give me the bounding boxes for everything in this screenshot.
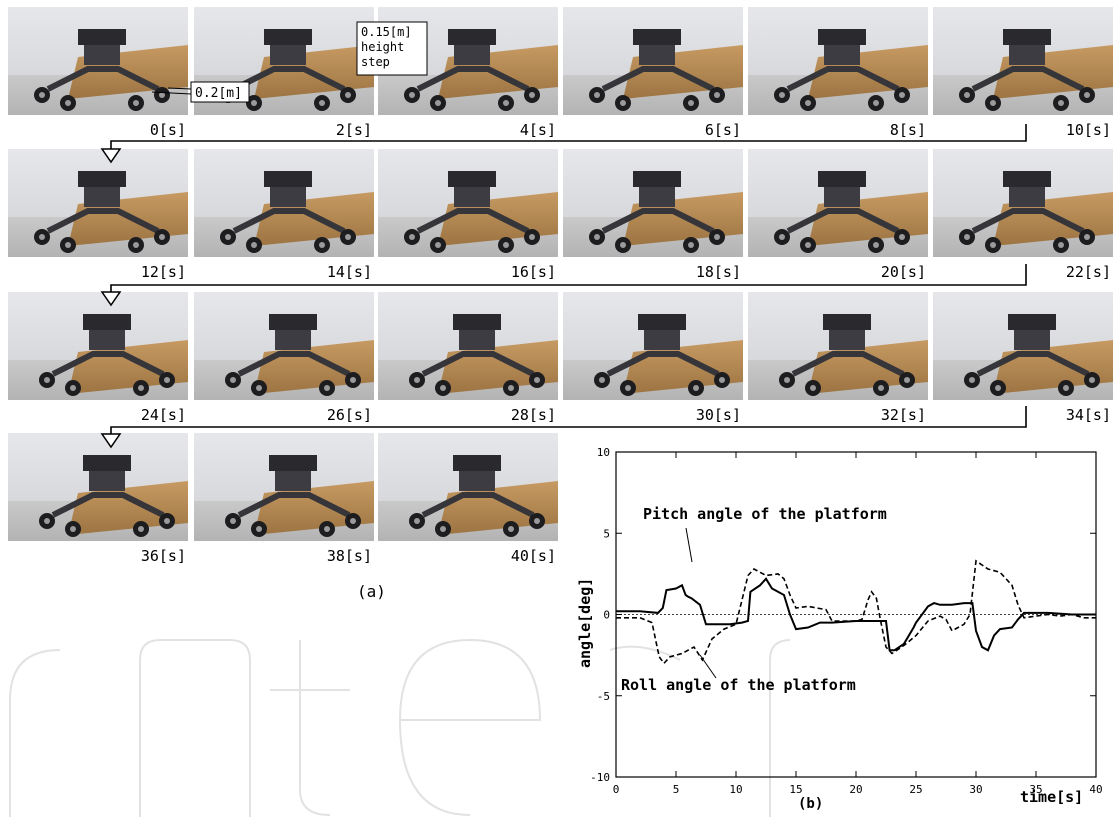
video-frame: 30[s]	[563, 292, 743, 424]
panel-b-label: (b)	[798, 796, 823, 812]
frame-time-label: 20[s]	[881, 263, 926, 281]
frame-time-label: 14[s]	[327, 263, 372, 281]
video-frame: 2[s]	[194, 7, 374, 139]
y-tick-label: -5	[597, 690, 610, 703]
step-height-line-1: 0.15[m]	[361, 25, 412, 39]
angle-chart: 0 5 10 15 20 25 30 35 40 -10 -5 0 5 10 angle[deg] tim…	[576, 446, 1103, 812]
frame-time-label: 22[s]	[1066, 263, 1111, 281]
y-tick-label: 5	[603, 527, 610, 540]
video-frame: 38[s]	[194, 433, 374, 565]
chart-series	[616, 559, 1096, 665]
frame-time-label: 28[s]	[511, 406, 556, 424]
frame-time-label: 2[s]	[336, 121, 372, 139]
video-frame: 6[s]	[563, 7, 743, 139]
frame-time-label: 16[s]	[511, 263, 556, 281]
frame-time-label: 34[s]	[1066, 406, 1111, 424]
video-frame: 34[s]	[933, 292, 1113, 424]
video-frame: 16[s]	[378, 149, 558, 281]
frame-time-label: 38[s]	[327, 547, 372, 565]
x-tick-label: 35	[1029, 783, 1042, 796]
width-label: 0.2[m]	[195, 86, 242, 101]
frame-time-label: 4[s]	[520, 121, 556, 139]
video-frame: 28[s]	[378, 292, 558, 424]
x-tick-label: 10	[729, 783, 742, 796]
frame-time-label: 26[s]	[327, 406, 372, 424]
frame-time-label: 18[s]	[696, 263, 741, 281]
y-tick-label: -10	[590, 771, 610, 784]
video-frame: 8[s]	[748, 7, 928, 139]
frame-time-label: 10[s]	[1066, 121, 1111, 139]
step-height-line-3: step	[361, 55, 390, 69]
video-frame: 40[s]	[378, 433, 558, 565]
flow-arrow-row2-row3	[100, 264, 1027, 307]
panel-a-label: (a)	[357, 582, 386, 601]
video-frame: 24[s]	[8, 292, 188, 424]
pitch-angle-series	[616, 577, 1096, 652]
frame-time-label: 0[s]	[150, 121, 186, 139]
frame-time-label: 8[s]	[890, 121, 926, 139]
flow-arrow-row1-row2	[100, 124, 1027, 164]
video-frame: 18[s]	[563, 149, 743, 281]
video-frame: 32[s]	[748, 292, 928, 424]
step-height-line-2: height	[361, 40, 404, 54]
roll-annotation-arrow	[699, 654, 717, 679]
flow-arrow-row3-row4	[100, 406, 1027, 449]
x-tick-label: 25	[909, 783, 922, 796]
x-tick-label: 0	[613, 783, 620, 796]
video-frame: 10[s]	[933, 7, 1113, 139]
chart-ticks: 0 5 10 15 20 25 30 35 40 -10 -5 0 5 10	[590, 446, 1103, 796]
photo-sequence: 0[s] 2[s] 4[s] 6[s] 8[s] 10[s] 12[s] 14[s] 16[s]…	[8, 7, 1113, 565]
video-frame: 12[s]	[8, 149, 188, 281]
step-height-annotation: 0.15[m] height step	[356, 21, 428, 76]
x-tick-label: 15	[789, 783, 802, 796]
frame-time-label: 6[s]	[705, 121, 741, 139]
roll-annotation: Roll angle of the platform	[621, 654, 856, 694]
x-tick-label: 20	[849, 783, 862, 796]
video-frame: 0[s]	[8, 7, 188, 139]
y-tick-label: 10	[597, 446, 610, 459]
video-frame: 20[s]	[748, 149, 928, 281]
video-frame: 26[s]	[194, 292, 374, 424]
video-frame: 36[s]	[8, 433, 188, 565]
roll-annotation-text: Roll angle of the platform	[621, 676, 856, 694]
x-tick-label: 40	[1089, 783, 1102, 796]
frame-time-label: 30[s]	[696, 406, 741, 424]
x-axis-label: time[s]	[1020, 788, 1083, 806]
pitch-annotation-arrow	[685, 527, 693, 563]
frame-time-label: 36[s]	[141, 547, 186, 565]
y-axis-label: angle[deg]	[576, 578, 594, 668]
pitch-annotation: Pitch angle of the platform	[643, 505, 887, 563]
video-frame: 22[s]	[933, 149, 1113, 281]
frame-time-label: 40[s]	[511, 547, 556, 565]
x-tick-label: 5	[673, 783, 680, 796]
x-tick-label: 30	[969, 783, 982, 796]
video-frame: 14[s]	[194, 149, 374, 281]
frame-time-label: 32[s]	[881, 406, 926, 424]
frame-time-label: 24[s]	[141, 406, 186, 424]
y-tick-label: 0	[603, 609, 610, 622]
frame-time-label: 12[s]	[141, 263, 186, 281]
width-annotation: 0.2[m]	[151, 81, 250, 103]
sequence-flow-arrows	[100, 124, 1027, 449]
pitch-annotation-text: Pitch angle of the platform	[643, 505, 887, 523]
